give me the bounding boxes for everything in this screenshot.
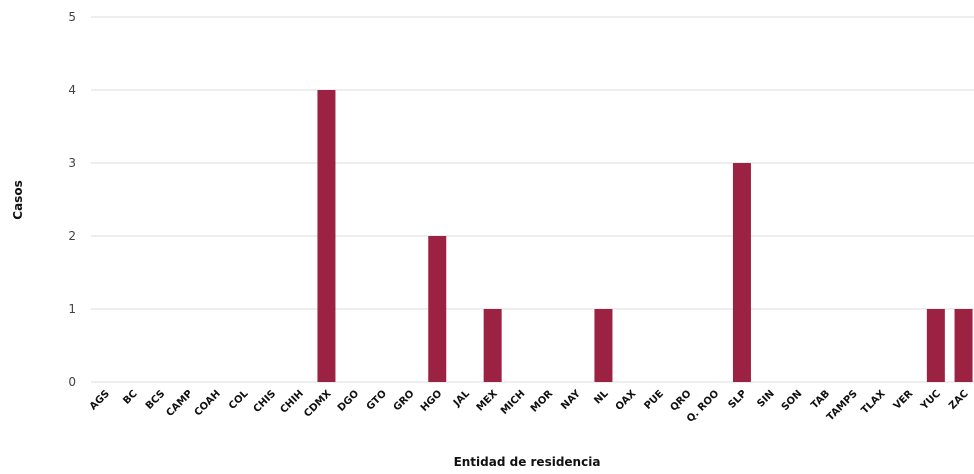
x-tick-label: COL	[227, 388, 251, 412]
y-tick-label: 1	[68, 302, 76, 316]
x-tick-label: SON	[780, 388, 805, 413]
x-tick-label: VER	[892, 388, 916, 412]
bar	[594, 309, 613, 382]
x-tick-label: NAY	[559, 388, 583, 412]
x-tick-label: JAL	[451, 388, 473, 410]
x-tick-label: TLAX	[860, 388, 888, 416]
y-tick-label: 2	[68, 229, 76, 243]
x-tick-label: GRO	[392, 388, 417, 413]
bar	[732, 163, 751, 382]
x-axis-title: Entidad de residencia	[454, 455, 601, 469]
x-tick-label: AGS	[88, 388, 112, 412]
x-tick-label: BC	[121, 388, 139, 406]
x-tick-label: BCS	[144, 388, 168, 412]
x-tick-label: QRO	[668, 388, 693, 413]
x-tick-label: HGO	[419, 388, 445, 414]
y-tick-label: 0	[68, 375, 76, 389]
bar	[954, 309, 973, 382]
x-tick-label: DGO	[336, 388, 361, 413]
x-tick-label: ZAC	[947, 388, 971, 412]
x-tick-label: SIN	[755, 388, 776, 409]
x-tick-label: TAMPS	[825, 388, 860, 423]
x-tick-label: COAH	[193, 388, 223, 418]
x-tick-label: SLP	[727, 388, 750, 411]
y-tick-label: 4	[68, 83, 76, 97]
x-tick-label: CDMX	[302, 388, 334, 420]
x-tick-label: GTO	[365, 388, 389, 412]
x-tick-label: OAX	[614, 388, 639, 413]
x-tick-label: MEX	[475, 388, 500, 413]
y-tick-label: 5	[68, 10, 76, 24]
x-tick-label: TAB	[809, 388, 832, 411]
x-tick-label: CAMP	[164, 388, 195, 419]
x-tick-label: CHIS	[252, 388, 279, 415]
x-tick-label: MOR	[529, 388, 555, 414]
bar	[317, 90, 336, 382]
bar	[483, 309, 502, 382]
y-tick-label: 3	[68, 156, 76, 170]
y-axis-title: Casos	[11, 180, 25, 219]
bar	[428, 236, 447, 382]
x-tick-label: NL	[592, 388, 611, 407]
x-tick-label: MICH	[499, 388, 528, 417]
bar	[926, 309, 945, 382]
x-tick-label: PUE	[642, 388, 666, 412]
x-tick-label: YUC	[918, 388, 943, 413]
